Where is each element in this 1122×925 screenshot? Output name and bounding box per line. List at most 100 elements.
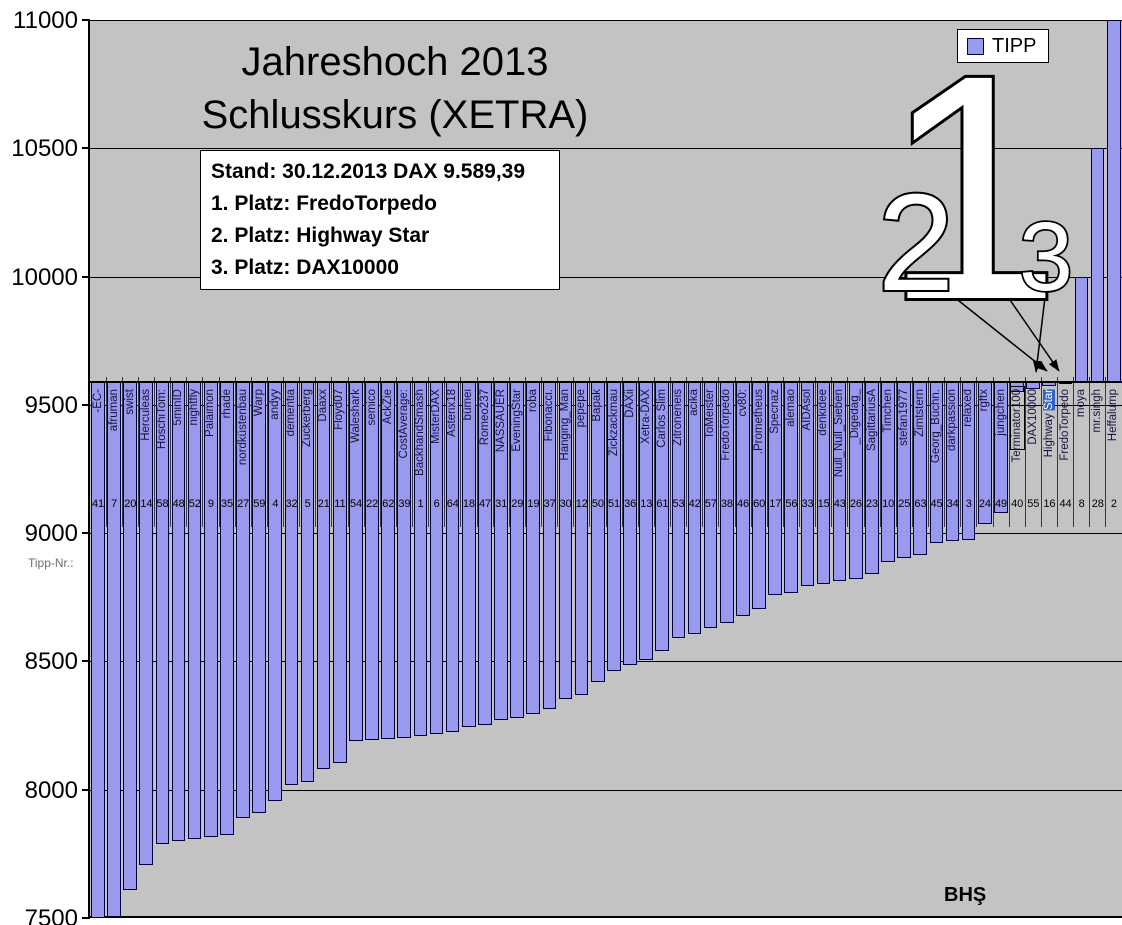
tipp-number: 5: [304, 498, 311, 510]
category-tick: [976, 377, 978, 527]
category-tick: [234, 377, 236, 527]
tipp-number: 32: [285, 498, 298, 510]
legend: TIPP: [957, 29, 1049, 63]
bar-DAXii: [623, 381, 637, 665]
category-label: stefan1977: [897, 388, 910, 446]
category-tick: [557, 377, 559, 527]
bar-dementia: [284, 381, 299, 785]
tipp-number: 47: [478, 498, 492, 510]
bar--EC-: [91, 381, 105, 918]
tipp-number: 26: [849, 498, 863, 510]
category-tick: [444, 377, 446, 527]
tipp-number: 11: [334, 498, 346, 510]
category-tick: [895, 377, 897, 527]
category-label: andyy: [268, 388, 281, 420]
category-tick: [799, 377, 800, 527]
bar-roba: [526, 381, 540, 715]
category-label: rhade: [220, 388, 233, 419]
category-tick: [960, 377, 962, 527]
tipp-number: 29: [511, 498, 524, 510]
y-axis-label-8000: 8000: [24, 776, 78, 804]
category-tick: [653, 377, 655, 527]
tipp-number: 50: [591, 498, 605, 510]
tipp-number: 8: [1078, 498, 1085, 510]
category-label: acika: [688, 388, 701, 416]
category-label: Hanging_Man: [559, 388, 572, 461]
y-axis-tick: [82, 19, 90, 21]
tipp-number: 4: [272, 498, 279, 510]
category-label: Zickzackmau: [607, 388, 620, 457]
legend-swatch-icon: [967, 37, 984, 55]
tipp-number: 1: [417, 498, 424, 510]
bar-moya: [1074, 276, 1089, 382]
category-tick: [782, 377, 784, 527]
bar-andyy: [268, 381, 282, 802]
category-tick: [702, 377, 704, 527]
selected-label-text: Star: [1042, 388, 1055, 411]
category-tick: [911, 377, 913, 527]
y-axis-tick: [82, 403, 90, 406]
label-box-Terminator100: [1009, 385, 1025, 450]
category-label: nightfly: [188, 388, 201, 426]
category-tick: [589, 377, 591, 527]
category-tick: [1024, 377, 1026, 527]
category-tick: [524, 377, 526, 527]
category-tick: [121, 377, 123, 527]
category-tick: [670, 377, 671, 527]
category-tick: [137, 377, 139, 527]
tipp-number: 42: [688, 498, 701, 510]
category-label: AIDAsol: [801, 388, 814, 431]
category-label: NASSAUER: [494, 388, 507, 453]
bar-semico: [365, 381, 379, 741]
y-axis-label-11000: 11000: [13, 7, 78, 34]
category-tick: [379, 377, 381, 527]
tipp-number: 48: [172, 498, 185, 510]
tipp-number: 18: [462, 498, 476, 510]
category-label: alemao: [784, 388, 797, 427]
tipp-number: 23: [865, 498, 879, 510]
category-tick: [1073, 377, 1075, 527]
tipp-number: 52: [188, 498, 201, 510]
category-label: denkidee: [817, 388, 830, 436]
category-tick: [460, 377, 462, 527]
tipp-number: 27: [237, 498, 250, 510]
category-tick: [202, 377, 204, 527]
category-tick: [105, 377, 107, 527]
y-axis-tick: [82, 147, 90, 150]
tipp-number: 33: [801, 498, 814, 510]
bar-pepepe: [574, 381, 589, 696]
category-tick: [170, 377, 172, 527]
category-label: Palaimon: [204, 388, 217, 437]
category-label: BackhandSmash: [414, 388, 427, 476]
category-label: Carlos Slim: [655, 388, 668, 448]
bar-Floyd07: [332, 381, 347, 763]
category-label: Highway Star: [1042, 388, 1055, 458]
category-tick: [718, 377, 720, 527]
bar-mr.singh: [1090, 148, 1105, 382]
tipp-number: 14: [140, 498, 153, 510]
category-label: Herculeas: [139, 388, 152, 441]
category-label: jungchen: [994, 388, 1007, 436]
tipp-number: 43: [833, 498, 846, 510]
category-tick: [363, 377, 365, 527]
category-label: swist: [123, 388, 136, 415]
tipp-number: 62: [382, 498, 395, 510]
bar-Herculeas: [139, 381, 153, 866]
category-label: nordküstenbau: [236, 388, 249, 466]
category-tick: [1089, 377, 1091, 527]
category-label: mr.singh: [1091, 388, 1104, 433]
category-label: Null_Null_Sieben: [833, 388, 846, 478]
category-tick: [766, 377, 768, 527]
chart-title-line2: Schlusskurs (XETRA): [201, 93, 589, 137]
tipp-number: 39: [398, 498, 411, 510]
tipp-number: 61: [656, 498, 669, 510]
category-tick: [815, 377, 817, 527]
tipp-number: 15: [817, 498, 830, 510]
category-label: roba: [526, 388, 539, 412]
signature-text: BHŞ: [944, 884, 987, 906]
tipp-number: 12: [575, 498, 588, 510]
category-tick: [992, 377, 994, 527]
y-axis-label-9000: 9000: [24, 520, 78, 548]
bar-Daaxx: [316, 381, 331, 770]
